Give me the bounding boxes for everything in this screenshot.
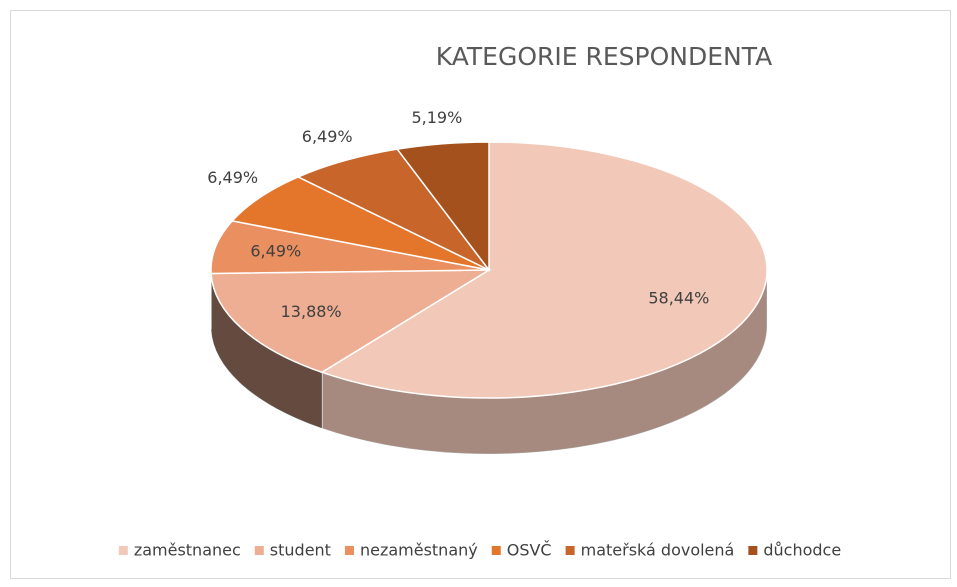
legend-label: OSVČ (507, 541, 552, 560)
data-label: 5,19% (411, 108, 462, 127)
data-label: 6,49% (207, 168, 258, 187)
legend-label: důchodce (763, 541, 841, 560)
legend-swatch (748, 546, 757, 555)
legend-label: student (270, 541, 331, 560)
legend-swatch (119, 546, 128, 555)
data-label: 13,88% (281, 302, 342, 321)
data-label: 6,49% (302, 127, 353, 146)
legend-label: nezaměstnaný (360, 541, 478, 560)
legend-label: zaměstnanec (134, 541, 241, 560)
legend-swatch (492, 546, 501, 555)
legend-label: mateřská dovolená (581, 541, 735, 560)
legend-swatch (566, 546, 575, 555)
data-label: 58,44% (648, 289, 709, 308)
legend-swatch (345, 546, 354, 555)
chart-title: KATEGORIE RESPONDENTA (436, 42, 772, 71)
legend-swatch (255, 546, 264, 555)
data-label: 6,49% (250, 241, 301, 260)
